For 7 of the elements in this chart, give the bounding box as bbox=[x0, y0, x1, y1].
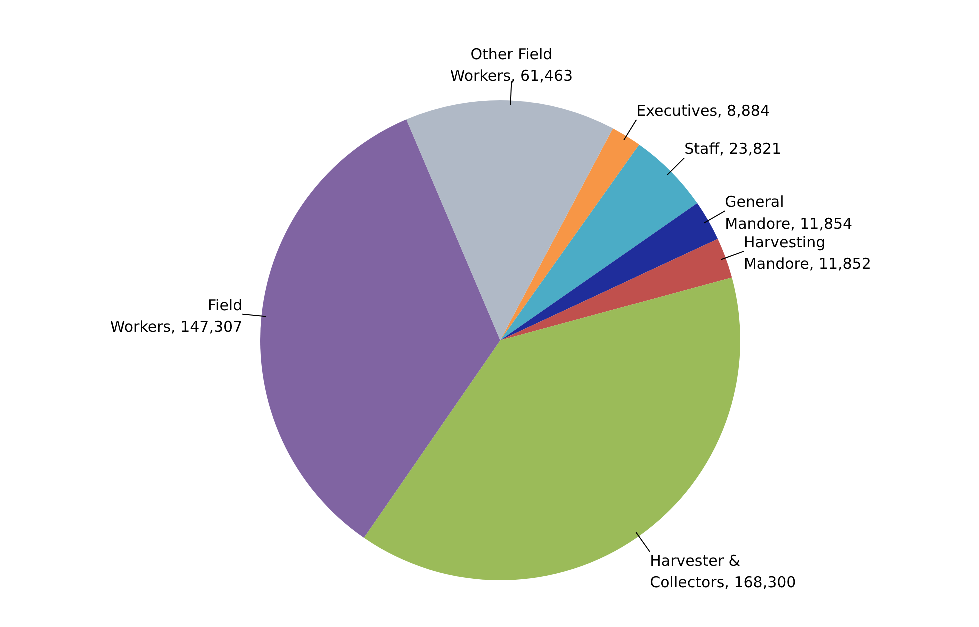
slice-label: Field Workers, 147,307 bbox=[110, 296, 243, 336]
slice-label: Harvesting Mandore, 11,852 bbox=[744, 234, 872, 274]
slice-label: General Mandore, 11,854 bbox=[725, 193, 853, 233]
slice-label: Harvester & Collectors, 168,300 bbox=[650, 552, 796, 592]
slice-label: Staff, 23,821 bbox=[684, 140, 782, 158]
slice-label: Executives, 8,884 bbox=[636, 102, 770, 120]
slice-label: Other Field Workers, 61,463 bbox=[450, 46, 574, 86]
